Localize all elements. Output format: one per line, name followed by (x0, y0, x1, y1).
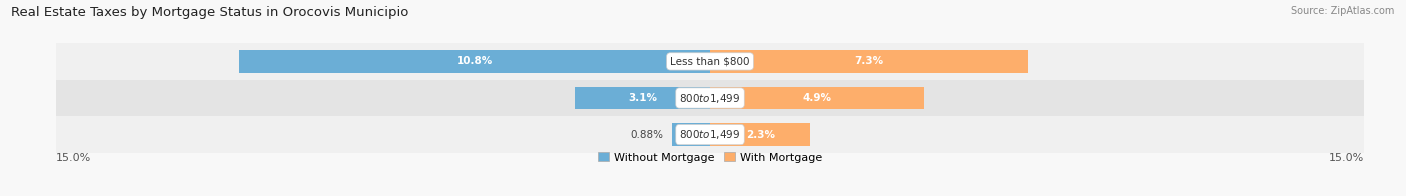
Text: 10.8%: 10.8% (457, 56, 492, 66)
Text: 0.88%: 0.88% (630, 130, 664, 140)
Bar (239, 50, 710, 73)
Bar (672, 123, 710, 146)
Bar (710, 123, 810, 146)
Text: Less than $800: Less than $800 (671, 56, 749, 66)
Text: 4.9%: 4.9% (803, 93, 831, 103)
Text: 7.3%: 7.3% (855, 56, 884, 66)
Bar (56, 43, 1364, 80)
Text: Source: ZipAtlas.com: Source: ZipAtlas.com (1291, 6, 1395, 16)
Bar (710, 50, 1028, 73)
Bar (56, 80, 1364, 116)
Text: 15.0%: 15.0% (56, 153, 91, 163)
Text: $800 to $1,499: $800 to $1,499 (679, 128, 741, 141)
Text: 15.0%: 15.0% (1329, 153, 1364, 163)
Text: 3.1%: 3.1% (628, 93, 657, 103)
Text: $800 to $1,499: $800 to $1,499 (679, 92, 741, 104)
Bar (575, 87, 710, 109)
Legend: Without Mortgage, With Mortgage: Without Mortgage, With Mortgage (593, 148, 827, 167)
Text: Real Estate Taxes by Mortgage Status in Orocovis Municipio: Real Estate Taxes by Mortgage Status in … (11, 6, 409, 19)
Bar (56, 116, 1364, 153)
Bar (710, 87, 924, 109)
Text: 2.3%: 2.3% (745, 130, 775, 140)
